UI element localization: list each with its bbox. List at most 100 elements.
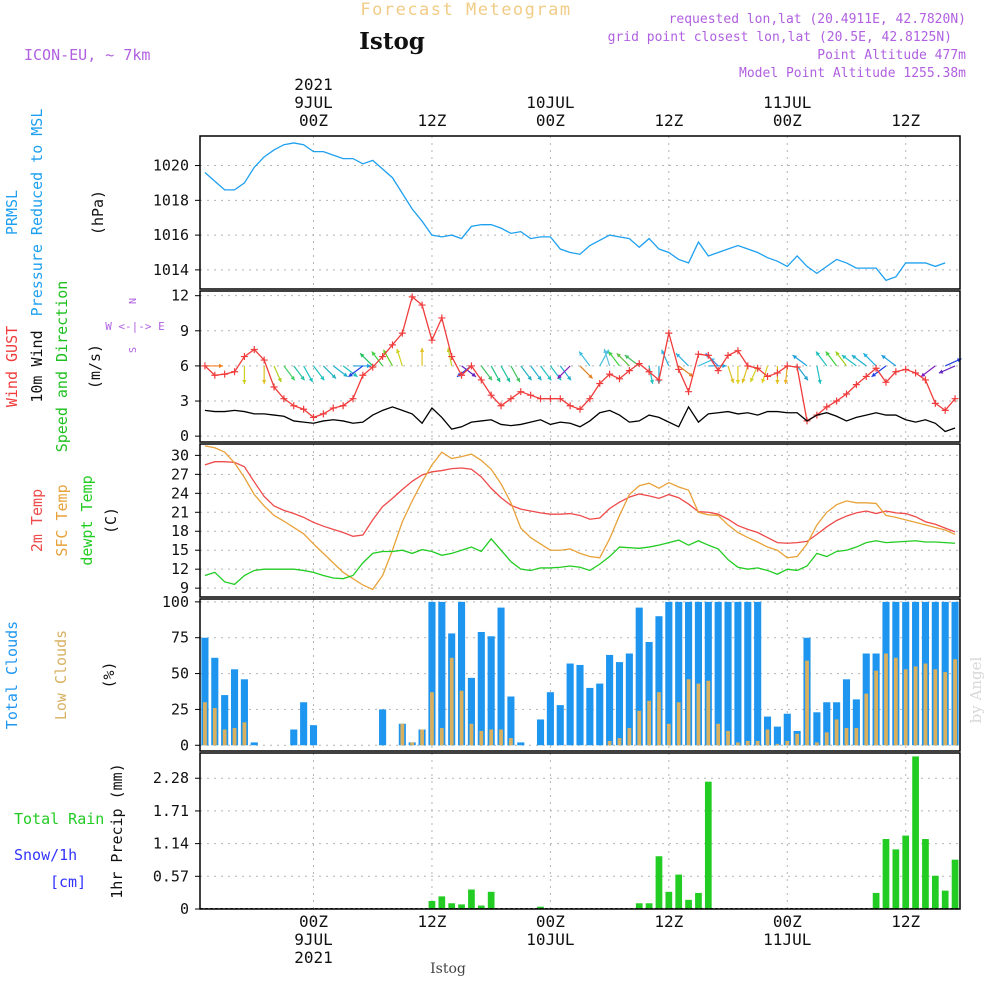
gust-point: [250, 346, 258, 354]
bar-low-clouds: [439, 728, 444, 746]
bar-total-clouds: [783, 713, 791, 746]
side-label: (C): [102, 507, 120, 534]
wind-direction-arrowhead: [920, 372, 926, 377]
wind-direction-arrowhead: [331, 374, 336, 379]
bar-total-clouds: [487, 636, 495, 746]
wind-direction-arrowhead: [735, 379, 741, 384]
bar-low-clouds: [795, 733, 800, 746]
wind-direction-arrowhead: [557, 374, 562, 379]
time-label: 12Z: [891, 912, 920, 931]
y-tick-label: 1016: [153, 226, 189, 244]
gust-point: [941, 406, 949, 414]
bar-low-clouds: [716, 723, 721, 746]
bar-total-clouds: [773, 726, 781, 746]
wind-direction-arrowhead: [308, 377, 313, 383]
gust-point: [704, 351, 712, 359]
location-title: Istog: [359, 28, 425, 55]
wind-direction-arrowhead: [496, 377, 501, 383]
wind-direction-arrowhead: [300, 375, 305, 381]
bar-low-clouds: [627, 728, 632, 746]
wind-direction-arrowhead: [730, 378, 735, 384]
time-label: 9JUL: [294, 93, 333, 112]
bar-low-clouds: [696, 683, 701, 746]
point-altitude: Point Altitude 477m: [817, 48, 966, 63]
footer-location: Istog: [430, 961, 466, 977]
bar-total-clouds: [823, 702, 831, 746]
bar-total-clouds: [566, 663, 574, 746]
bar-low-clouds: [765, 729, 770, 746]
series-line-2m-temp: [204, 461, 956, 544]
watermark: by Angel: [967, 656, 985, 723]
bar-total-rain: [655, 856, 663, 909]
bar-total-clouds: [497, 607, 505, 746]
wind-direction-arrowhead: [938, 369, 944, 374]
gust-point: [517, 388, 525, 396]
bar-low-clouds: [913, 666, 918, 746]
time-label: 00Z: [773, 111, 802, 130]
bar-low-clouds: [637, 710, 642, 746]
gust-point: [556, 395, 564, 403]
gust-point: [852, 381, 860, 389]
gust-point: [231, 368, 239, 376]
gust-point: [694, 350, 702, 358]
time-label: 10JUL: [526, 93, 574, 112]
bar-total-clouds: [250, 742, 258, 746]
grid-point-coords: grid point closest lon,lat (20.5E, 42.81…: [608, 30, 952, 45]
wind-direction-arrowhead: [537, 375, 542, 381]
series-line-wind-gust: [204, 295, 956, 422]
series-line-10m-wind: [204, 405, 956, 433]
bar-total-rain: [448, 903, 456, 909]
bar-total-rain: [468, 889, 475, 909]
side-label: (%): [100, 661, 118, 688]
gust-point: [675, 365, 683, 373]
bar-low-clouds: [923, 663, 928, 746]
wind-direction-arrowhead: [688, 372, 694, 377]
bar-low-clouds: [212, 707, 217, 746]
bar-total-rain: [931, 875, 939, 909]
bar-total-clouds: [507, 696, 515, 746]
wind-direction-arrowhead: [608, 351, 613, 356]
wind-direction-arrowhead: [803, 375, 808, 381]
bar-low-clouds: [706, 680, 711, 746]
bar-low-clouds: [469, 723, 474, 746]
wind-direction-arrowhead: [616, 353, 622, 358]
compass-legend: N W <-|-> E S: [105, 298, 165, 353]
time-label: 12Z: [417, 111, 446, 130]
bar-low-clouds: [479, 730, 484, 746]
bar-low-clouds: [676, 702, 681, 746]
gust-point: [872, 364, 880, 372]
side-label: SFC Temp: [53, 484, 71, 556]
gust-point: [448, 353, 456, 361]
bar-total-clouds: [467, 677, 475, 746]
time-label: 12Z: [417, 912, 446, 931]
gust-point: [823, 403, 831, 411]
wind-direction-arrowhead: [566, 375, 572, 381]
wind-direction-arrowhead: [825, 351, 830, 356]
time-label: 11JUL: [763, 930, 811, 949]
bar-total-clouds: [596, 683, 604, 746]
gust-point: [487, 391, 495, 399]
gust-point: [892, 368, 900, 376]
y-tick-label: 25: [171, 700, 189, 718]
bar-total-clouds: [625, 653, 633, 746]
wind-direction-arrowhead: [675, 353, 681, 358]
bar-low-clouds: [449, 657, 454, 746]
gust-point: [329, 404, 337, 412]
wind-direction-arrowhead: [817, 379, 822, 384]
bar-total-clouds: [477, 631, 485, 746]
wind-direction-arrowhead: [506, 377, 511, 383]
side-label: PRMSL: [3, 190, 21, 235]
gust-point: [240, 353, 248, 361]
bar-low-clouds: [459, 690, 464, 746]
wind-direction-arrowhead: [343, 372, 348, 377]
bar-low-clouds: [489, 729, 494, 746]
bar-total-clouds: [754, 601, 762, 746]
bar-total-clouds: [300, 702, 308, 746]
y-tick-label: 30: [171, 446, 189, 464]
gust-point: [754, 364, 762, 372]
gust-point: [379, 353, 387, 361]
y-tick-label: 75: [171, 629, 189, 647]
bar-total-clouds: [290, 729, 298, 746]
bar-total-clouds: [576, 664, 584, 746]
